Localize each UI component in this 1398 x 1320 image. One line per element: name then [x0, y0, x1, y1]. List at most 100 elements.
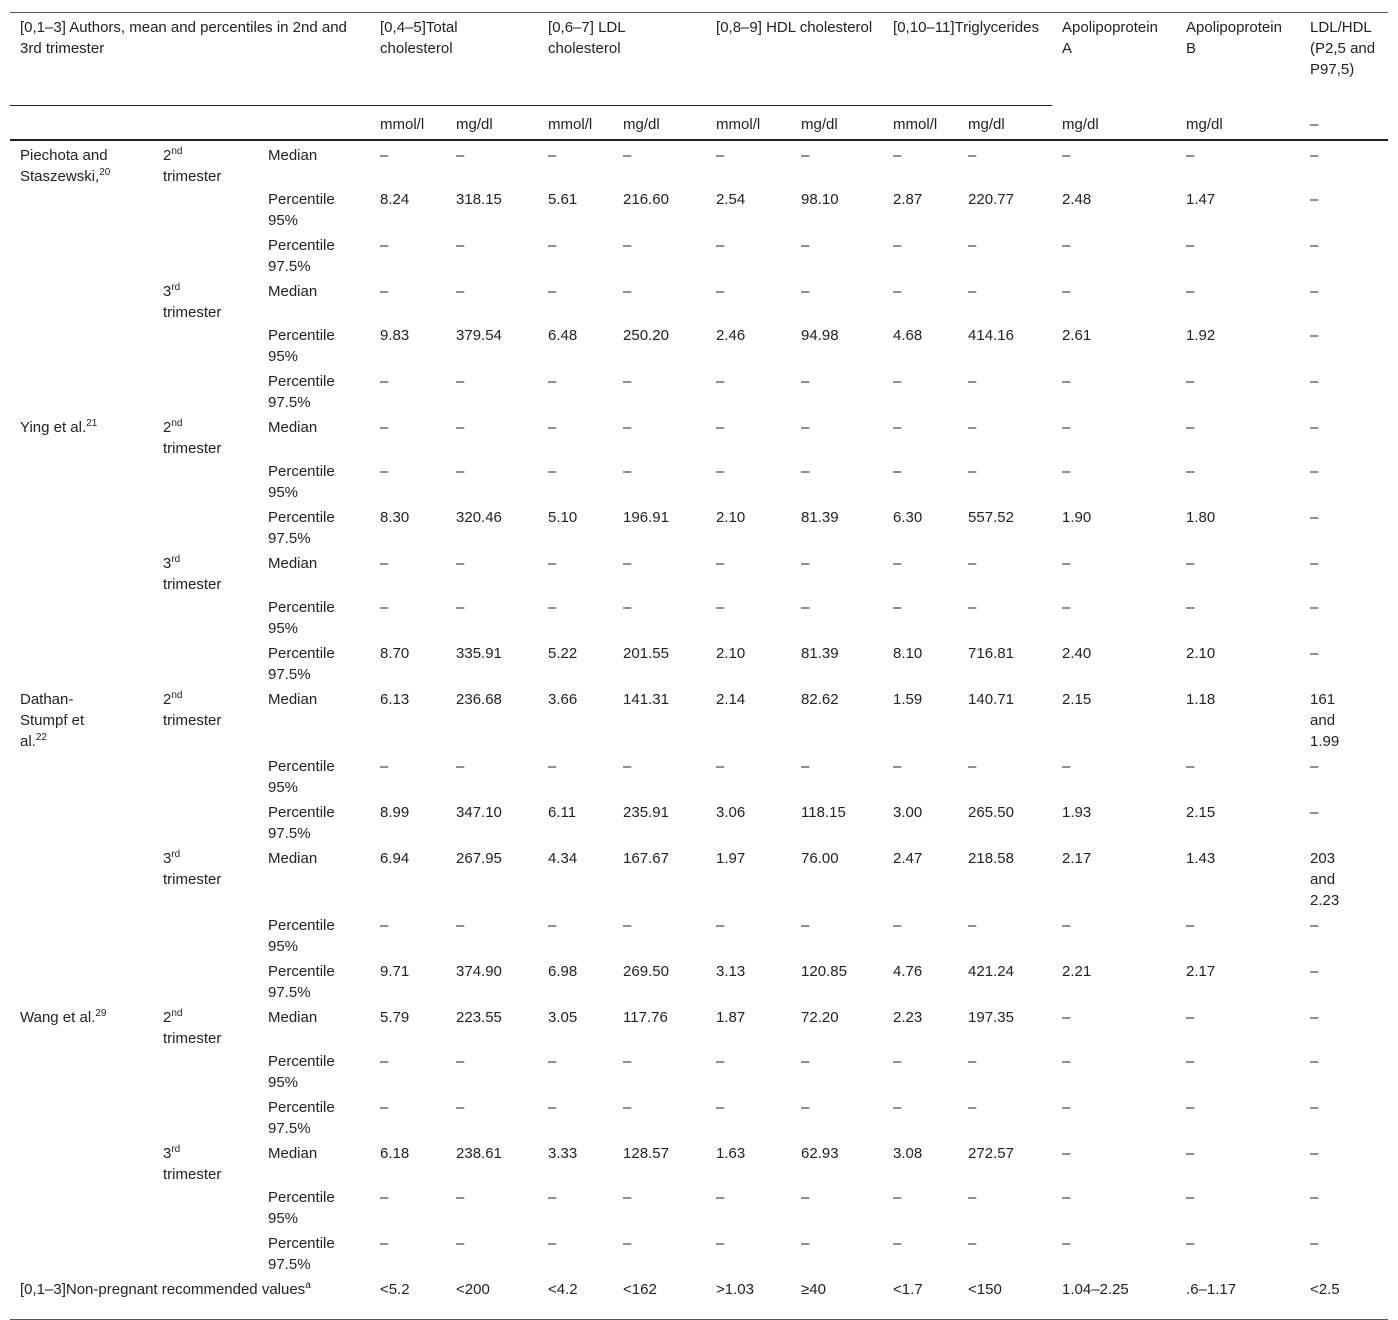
value-cell: –: [548, 419, 557, 436]
value-cell: –: [968, 237, 977, 254]
value-cell: 161 and 1.99: [1310, 691, 1340, 750]
header-cell: [0,6–7] LDL cholesterol: [538, 12, 707, 106]
footer-value: >1.03: [716, 1281, 754, 1298]
value-cell: –: [1186, 1235, 1195, 1252]
data-row: Wang et al.29 2nd trimester Median 5.79 223.5…: [10, 1003, 1388, 1048]
value-cell: –: [1062, 758, 1071, 775]
value-cell: 1.80: [1186, 509, 1216, 526]
trimester-ordinal: 2: [163, 691, 172, 708]
trimester-word: trimester: [163, 440, 222, 457]
author-name: Piechota and Staszewski,: [20, 147, 108, 185]
units-cell: mg/dl: [1176, 105, 1301, 141]
value-cell: 4.34: [548, 850, 578, 867]
footer-value: ≥40: [801, 1281, 826, 1298]
value-cell: –: [456, 1189, 465, 1206]
value-cell: –: [548, 373, 557, 390]
value-cell: 81.39: [801, 645, 839, 662]
trimester-suffix: nd: [171, 1008, 183, 1019]
value-cell: 98.10: [801, 191, 839, 208]
value-cell: 236.68: [456, 691, 502, 708]
value-cell: –: [623, 1099, 632, 1116]
units-cell: –: [1300, 105, 1389, 141]
trimester-cell: 3rd trimester: [153, 844, 258, 1003]
stat-cell: Percentile 97.5%: [268, 1235, 335, 1273]
value-cell: 196.91: [623, 509, 669, 526]
value-cell: –: [380, 917, 389, 934]
footer-row: [0,1–3]Non-pregnant recommended valuesa <…: [10, 1275, 1388, 1320]
value-cell: –: [893, 1189, 902, 1206]
footer-value: 1.04–2.25: [1062, 1281, 1129, 1298]
trimester-cell: 3rd trimester: [153, 277, 258, 413]
value-cell: –: [1310, 509, 1319, 526]
value-cell: –: [893, 917, 902, 934]
value-cell: –: [893, 147, 902, 164]
stat-cell: Percentile 97.5%: [268, 237, 335, 275]
value-cell: –: [893, 599, 902, 616]
trimester-suffix: rd: [171, 1144, 181, 1155]
value-cell: 6.48: [548, 327, 578, 344]
value-cell: 265.50: [968, 804, 1014, 821]
footer-value: <200: [456, 1281, 490, 1298]
value-cell: 250.20: [623, 327, 669, 344]
value-cell: 5.79: [380, 1009, 410, 1026]
value-cell: 2.47: [893, 850, 923, 867]
value-cell: –: [623, 758, 632, 775]
value-cell: 201.55: [623, 645, 669, 662]
value-cell: –: [1310, 419, 1319, 436]
value-cell: –: [456, 463, 465, 480]
value-cell: –: [801, 463, 810, 480]
value-cell: 2.23: [893, 1009, 923, 1026]
stat-cell: Percentile 95%: [268, 191, 335, 229]
stat-cell: Median: [268, 691, 318, 708]
value-cell: 5.61: [548, 191, 578, 208]
value-cell: 1.87: [716, 1009, 746, 1026]
value-cell: 2.10: [1186, 645, 1216, 662]
value-cell: 1.97: [716, 850, 746, 867]
value-cell: –: [716, 1235, 725, 1252]
reference: 20: [99, 167, 111, 178]
value-cell: 6.13: [380, 691, 410, 708]
units-row: mmol/l mg/dl mmol/l mg/dl mmol/l mg/dl mmol/l m…: [10, 105, 1389, 141]
trimester-cell: 3rd trimester: [153, 1139, 258, 1275]
value-cell: –: [716, 1053, 725, 1070]
value-cell: 223.55: [456, 1009, 502, 1026]
value-cell: –: [1062, 237, 1071, 254]
value-cell: –: [801, 1053, 810, 1070]
value-cell: –: [623, 373, 632, 390]
value-cell: –: [548, 147, 557, 164]
data-table: [0,1–3] Authors, mean and percentiles in…: [10, 12, 1389, 1320]
data-row: Dathan-Stumpf et al.22 2nd trimester Median…: [10, 685, 1388, 752]
value-cell: –: [548, 463, 557, 480]
value-cell: 120.85: [801, 963, 847, 980]
value-cell: –: [380, 1235, 389, 1252]
trimester-suffix: nd: [171, 690, 183, 701]
value-cell: –: [1186, 1053, 1195, 1070]
value-cell: 6.30: [893, 509, 923, 526]
value-cell: –: [1186, 1009, 1195, 1026]
value-cell: –: [801, 1099, 810, 1116]
value-cell: –: [801, 555, 810, 572]
value-cell: 379.54: [456, 327, 502, 344]
author-name: Wang et al.: [20, 1009, 96, 1026]
value-cell: 72.20: [801, 1009, 839, 1026]
value-cell: –: [1062, 419, 1071, 436]
value-cell: 2.40: [1062, 645, 1092, 662]
value-cell: 2.54: [716, 191, 746, 208]
value-cell: –: [968, 1189, 977, 1206]
units-cell: mmol/l: [706, 105, 792, 141]
reference: 29: [95, 1008, 107, 1019]
value-cell: 2.17: [1062, 850, 1092, 867]
value-cell: 1.47: [1186, 191, 1216, 208]
trimester-cell: 2nd trimester: [153, 1003, 258, 1139]
value-cell: –: [548, 917, 557, 934]
value-cell: 118.15: [801, 804, 846, 821]
value-cell: –: [1062, 1145, 1071, 1162]
author-cell: Piechota and Staszewski,20: [10, 140, 153, 413]
value-cell: –: [1186, 283, 1195, 300]
value-cell: –: [801, 373, 810, 390]
value-cell: –: [456, 419, 465, 436]
value-cell: –: [1062, 1189, 1071, 1206]
value-cell: 2.48: [1062, 191, 1092, 208]
value-cell: –: [456, 237, 465, 254]
header-row: [0,1–3] Authors, mean and percentiles in…: [10, 12, 1388, 106]
